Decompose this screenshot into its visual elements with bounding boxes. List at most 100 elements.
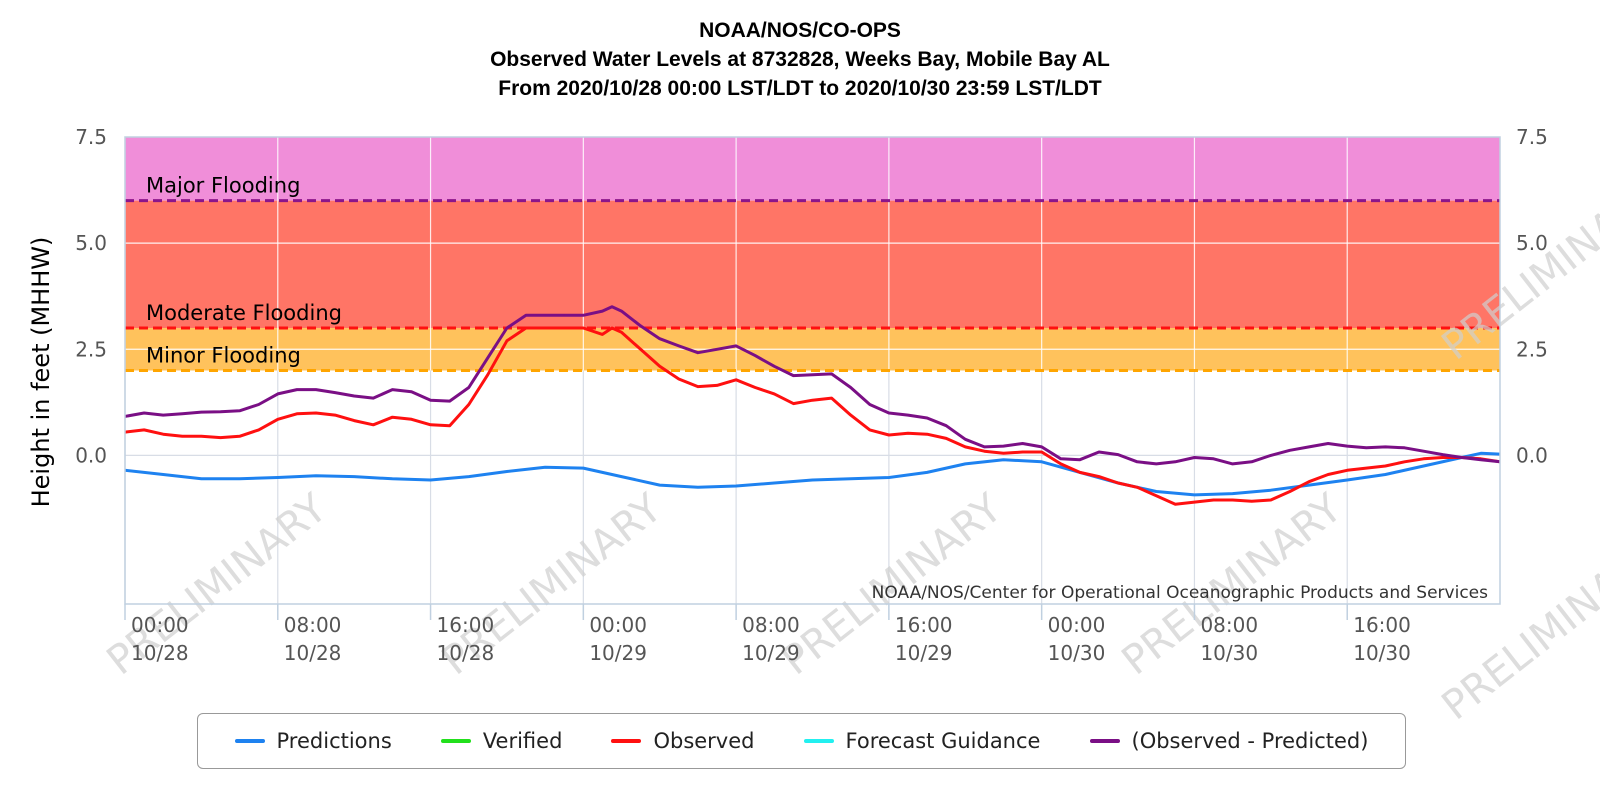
- watermark-text: PRELIMINARY: [1434, 530, 1600, 729]
- data-point: [1423, 450, 1425, 452]
- data-point: [601, 333, 603, 335]
- data-point: [601, 310, 603, 312]
- data-point: [449, 400, 451, 402]
- data-point: [659, 484, 661, 486]
- data-point: [334, 414, 336, 416]
- legend-label: Predictions: [276, 729, 392, 753]
- data-point: [1270, 489, 1272, 491]
- data-point: [239, 478, 241, 480]
- data-point: [468, 476, 470, 478]
- legend-item-predictions[interactable]: Predictions: [234, 729, 392, 753]
- data-point: [1155, 495, 1157, 497]
- y-tick-label: 0.0: [75, 443, 107, 467]
- x-tick-date: 10/29: [589, 641, 647, 665]
- data-point: [716, 384, 718, 386]
- data-point: [1251, 500, 1253, 502]
- data-point: [659, 338, 661, 340]
- data-point: [1442, 454, 1444, 456]
- data-point: [525, 327, 527, 329]
- x-tick-time: 08:00: [284, 613, 342, 637]
- data-point: [964, 446, 966, 448]
- series-line-observed-predicted: [125, 305, 1500, 466]
- x-tick-date: 10/28: [284, 641, 342, 665]
- legend-item-verified[interactable]: Verified: [440, 729, 562, 753]
- legend-item-observed-predicted[interactable]: (Observed - Predicted): [1089, 729, 1368, 753]
- data-point: [1022, 443, 1024, 445]
- x-tick-time: 00:00: [589, 613, 647, 637]
- data-point: [162, 474, 164, 476]
- data-point: [697, 386, 699, 388]
- data-point: [1232, 493, 1234, 495]
- data-point: [1155, 490, 1157, 492]
- x-tick-date: 10/30: [1353, 641, 1411, 665]
- data-point: [926, 417, 928, 419]
- data-point: [1404, 461, 1406, 463]
- data-point: [964, 438, 966, 440]
- data-point: [812, 399, 813, 401]
- data-point: [678, 378, 680, 380]
- data-point: [430, 399, 432, 401]
- y-tick-label-right: 5.0: [1516, 231, 1548, 255]
- legend-swatch: [234, 739, 265, 743]
- data-point: [1270, 499, 1272, 501]
- data-point: [964, 463, 966, 465]
- data-point: [162, 414, 164, 416]
- data-point: [181, 435, 183, 437]
- data-point: [945, 437, 947, 439]
- data-point: [1270, 454, 1272, 456]
- data-point: [1289, 490, 1291, 492]
- data-point: [1327, 443, 1329, 445]
- data-point: [621, 331, 623, 333]
- data-point: [582, 314, 584, 316]
- legend-swatch: [803, 739, 834, 743]
- data-point: [1480, 459, 1482, 461]
- data-point: [315, 389, 317, 391]
- y-axis-right: 7.5 5.0 2.5 0.0: [1516, 125, 1548, 467]
- data-point: [143, 412, 145, 414]
- x-tick-date: 10/30: [1200, 641, 1258, 665]
- data-point: [1442, 457, 1444, 459]
- y-tick-label-right: 0.0: [1516, 443, 1548, 467]
- data-point: [200, 478, 202, 480]
- x-tick-date: 10/30: [1048, 641, 1106, 665]
- data-point: [181, 413, 183, 415]
- data-point: [907, 432, 909, 434]
- y-tick-label-right: 2.5: [1516, 337, 1548, 361]
- data-point: [277, 476, 279, 478]
- y-tick-label: 7.5: [75, 125, 107, 149]
- data-point: [391, 389, 393, 391]
- data-point: [1193, 494, 1195, 496]
- major-flooding-label: Major Flooding: [146, 174, 300, 198]
- data-point: [239, 410, 241, 412]
- data-point: [487, 357, 489, 359]
- x-tick-time: 16:00: [895, 613, 953, 637]
- chart-title-agency: NOAA/NOS/CO-OPS: [699, 19, 901, 42]
- chart-title-station: Observed Water Levels at 8732828, Weeks …: [490, 48, 1110, 71]
- data-point: [296, 389, 298, 391]
- data-point: [1155, 463, 1157, 465]
- legend-item-forecast-guidance[interactable]: Forecast Guidance: [803, 729, 1040, 753]
- data-point: [869, 403, 871, 405]
- data-point: [1041, 446, 1043, 448]
- data-point: [640, 325, 642, 327]
- data-point: [773, 365, 775, 367]
- data-point: [219, 437, 221, 439]
- data-point: [391, 478, 393, 480]
- data-point: [162, 433, 164, 435]
- data-point: [697, 486, 699, 488]
- data-point: [1041, 451, 1043, 453]
- data-point: [544, 466, 546, 468]
- band-moderate-flooding: [125, 200, 1500, 329]
- data-point: [1384, 446, 1386, 448]
- data-point: [621, 310, 623, 312]
- data-point: [391, 416, 393, 418]
- data-point: [258, 403, 260, 405]
- data-point: [888, 412, 890, 414]
- data-point: [200, 435, 202, 437]
- data-point: [1365, 467, 1367, 469]
- data-point: [200, 411, 202, 413]
- legend-item-observed[interactable]: Observed: [611, 729, 755, 753]
- data-point: [563, 327, 565, 329]
- data-point: [410, 391, 412, 393]
